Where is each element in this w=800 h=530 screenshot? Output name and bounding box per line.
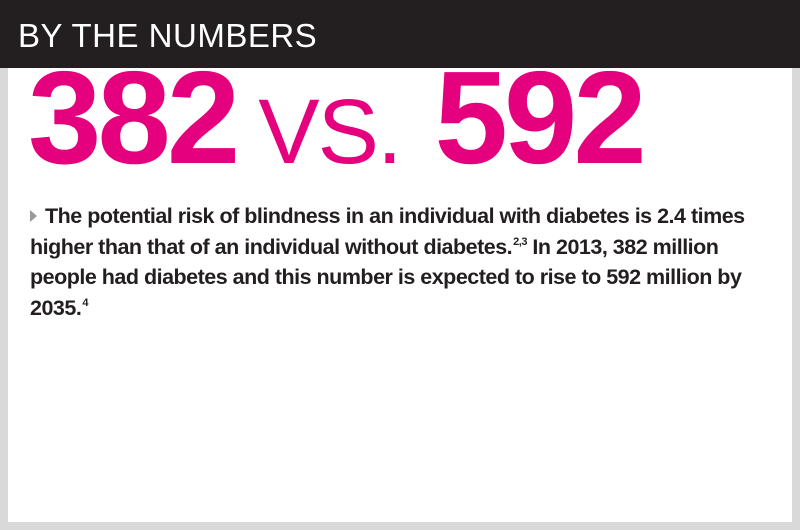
body-text-part-1: The potential risk of blindness in an in…	[30, 204, 745, 259]
headline-number-2035: 592	[434, 44, 647, 191]
reference-superscript-1: 2,3	[513, 235, 527, 248]
reference-superscript-2: 4	[82, 296, 88, 309]
headline-number-2013: 382	[28, 44, 240, 191]
body-text-part-2: In 2013, 382 million people had diabetes…	[30, 234, 742, 320]
headline-comparison: 382 VS. 592	[28, 52, 647, 184]
header-title: BY THE NUMBERS	[18, 16, 318, 54]
triangle-bullet-icon	[30, 210, 37, 222]
headline-versus: VS.	[258, 81, 402, 183]
header-bar: BY THE NUMBERS	[0, 0, 800, 68]
body-paragraph: The potential risk of blindness in an in…	[30, 201, 790, 323]
